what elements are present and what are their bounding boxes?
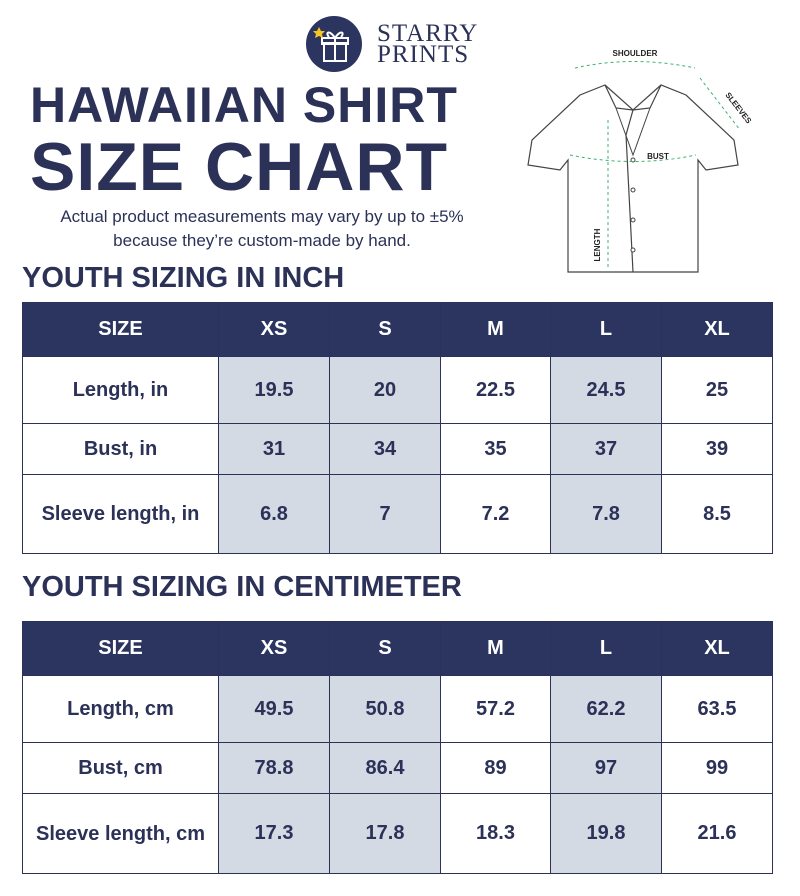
header-cell: SIZE (22, 621, 219, 676)
header-cell: M (440, 621, 551, 676)
diagram-label: BUST (647, 152, 669, 161)
cell: 7 (329, 474, 441, 554)
row-label: Length, cm (22, 675, 219, 743)
cell: 50.8 (329, 675, 441, 743)
cell: 57.2 (440, 675, 551, 743)
cell: 31 (218, 423, 330, 475)
header-cell: XS (218, 302, 330, 357)
cell: 99 (661, 742, 773, 794)
header-cell: M (440, 302, 551, 357)
header-cell: XS (218, 621, 330, 676)
cell: 89 (440, 742, 551, 794)
cell: 17.3 (218, 793, 330, 874)
data-row: Bust, cm 78.8 86.4 89 97 99 (22, 742, 773, 794)
cell: 20 (329, 356, 441, 424)
title: HAWAIIAN SHIRT (30, 77, 458, 133)
row-label: Length, in (22, 356, 219, 424)
header-cell: S (329, 302, 441, 357)
row-label: Sleeve length, cm (22, 793, 219, 874)
cell: 8.5 (661, 474, 773, 554)
note: Actual product measurements may vary by … (60, 207, 464, 250)
shirt-diagram: SHOULDER SLEEVES BUST LENGTH (527, 49, 754, 273)
cell: 78.8 (218, 742, 330, 794)
header-row: SIZE XS S M L XL (22, 302, 773, 357)
cell: 19.5 (218, 356, 330, 424)
cell: 6.8 (218, 474, 330, 554)
logo-icon (306, 16, 362, 72)
cell: 19.8 (550, 793, 662, 874)
size-table: SIZE XS S M L XL Length, cm 49.5 50.8 57.2 62.2 63.… (22, 621, 773, 874)
header-cell: SIZE (22, 302, 219, 357)
cell: 22.5 (440, 356, 551, 424)
cell: 25 (661, 356, 773, 424)
cell: 34 (329, 423, 441, 475)
cell: 7.8 (550, 474, 662, 554)
diagram-label: SLEEVES (723, 91, 753, 126)
row-label: Sleeve length, in (22, 474, 219, 554)
table-title: YOUTH SIZING IN CENTIMETER (22, 571, 462, 603)
cell: 37 (550, 423, 662, 475)
data-row: Sleeve length, in 6.8 7 7.2 7.8 8.5 (22, 474, 773, 554)
cell: 86.4 (329, 742, 441, 794)
row-label: Bust, cm (22, 742, 219, 794)
title: SIZE CHART (30, 129, 448, 205)
logo-text: PRINTS (377, 41, 470, 68)
diagram-label: SHOULDER (613, 49, 658, 58)
cell: 63.5 (661, 675, 773, 743)
cell: 62.2 (550, 675, 662, 743)
data-row: Length, cm 49.5 50.8 57.2 62.2 63.5 (22, 675, 773, 743)
table-title: YOUTH SIZING IN INCH (22, 262, 345, 294)
cell: 49.5 (218, 675, 330, 743)
cell: 17.8 (329, 793, 441, 874)
cell: 18.3 (440, 793, 551, 874)
header-cell: XL (661, 302, 773, 357)
data-row: Length, in 19.5 20 22.5 24.5 25 (22, 356, 773, 424)
diagram-label: LENGTH (593, 228, 602, 261)
cell: 35 (440, 423, 551, 475)
header-cell: L (550, 302, 662, 357)
data-row: Bust, in 31 34 35 37 39 (22, 423, 773, 475)
cell: 97 (550, 742, 662, 794)
header-cell: S (329, 621, 441, 676)
data-row: Sleeve length, cm 17.3 17.8 18.3 19.8 21.6 (22, 793, 773, 874)
cell: 21.6 (661, 793, 773, 874)
cell: 7.2 (440, 474, 551, 554)
row-label: Bust, in (22, 423, 219, 475)
cell: 39 (661, 423, 773, 475)
header-cell: XL (661, 621, 773, 676)
logo-text: STARRY (377, 20, 479, 47)
size-table: SIZE XS S M L XL Length, in 19.5 20 22.5 24.5 25 Bus… (22, 302, 773, 554)
header-row: SIZE XS S M L XL (22, 621, 773, 676)
header-cell: L (550, 621, 662, 676)
cell: 24.5 (550, 356, 662, 424)
